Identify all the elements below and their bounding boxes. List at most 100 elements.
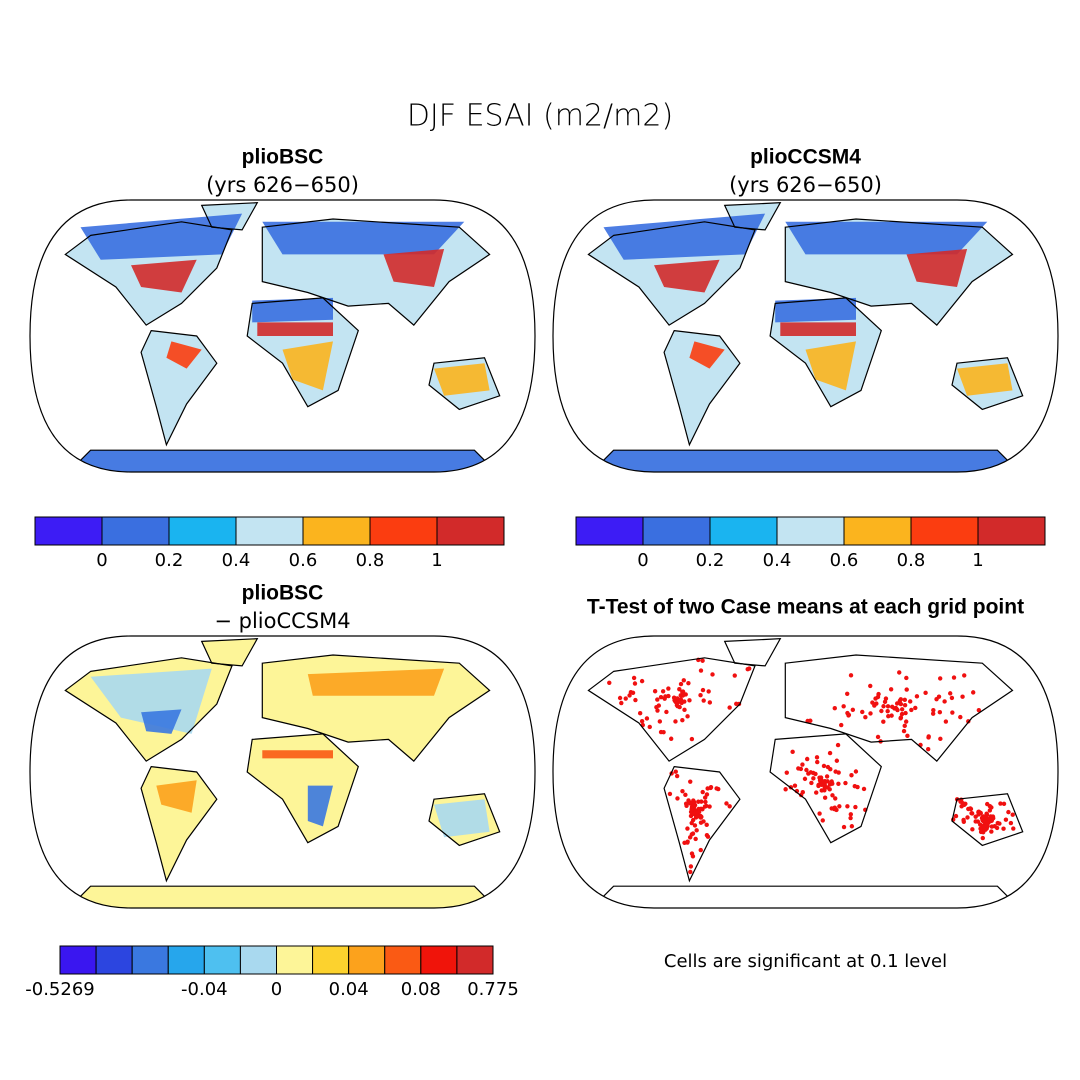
significant-cell: [836, 770, 841, 775]
significant-cell: [745, 667, 750, 672]
colorbar-label: 0: [637, 550, 648, 571]
significant-cell: [937, 676, 943, 681]
colorbar-label: 0.6: [830, 550, 859, 571]
significant-cell: [660, 689, 666, 694]
colorbar-cell: [910, 516, 979, 546]
significant-cell: [950, 710, 955, 715]
significant-cell: [943, 719, 949, 724]
significant-cell: [827, 750, 833, 756]
panel-subtitle: (yrs 626−650): [729, 173, 882, 197]
significant-cell: [784, 770, 789, 775]
colorbar-cell: [312, 945, 350, 975]
field-patch: [166, 341, 202, 369]
significant-cell: [817, 811, 822, 816]
colorbar-cell: [369, 516, 438, 546]
colorbar-cell: [575, 516, 644, 546]
significant-cell: [637, 711, 643, 716]
significant-cell: [680, 717, 685, 723]
land: [664, 330, 740, 445]
significant-cell: [714, 786, 719, 791]
significant-cell: [783, 787, 788, 792]
significant-cell: [885, 708, 890, 714]
significant-cell: [674, 773, 680, 779]
field-patch: [307, 785, 333, 827]
significant-cell: [936, 694, 942, 699]
significant-cell: [821, 763, 827, 769]
significant-cell: [682, 840, 687, 846]
colorbar-label: 0.2: [696, 550, 725, 571]
significant-cell: [814, 755, 820, 760]
colorbar-label: 0.8: [897, 550, 926, 571]
field-patch: [141, 709, 182, 734]
significant-cell: [848, 812, 854, 817]
significant-cell: [848, 815, 853, 821]
significant-cell: [948, 691, 953, 696]
significant-cell: [903, 710, 908, 716]
significant-cell: [850, 707, 856, 713]
significant-cell: [685, 826, 690, 831]
colorbar-label: 0: [96, 550, 107, 571]
significant-cell: [1011, 826, 1016, 831]
significant-cell: [909, 707, 914, 713]
significant-cell: [654, 705, 659, 710]
significant-cell: [827, 782, 833, 787]
coastline: [140, 329, 218, 447]
coastline: [769, 297, 882, 408]
significant-cell: [833, 796, 838, 801]
significant-cell: [822, 795, 828, 800]
significant-cell: [809, 780, 814, 786]
colorbar-cell: [420, 945, 458, 975]
significant-cell: [926, 735, 931, 740]
significant-cell: [976, 707, 982, 713]
coastline: [64, 221, 233, 326]
colorbar-cell: [101, 516, 170, 546]
significant-cell: [623, 696, 628, 701]
field-patch: [262, 221, 465, 255]
significant-cell: [727, 705, 732, 710]
coastline: [951, 357, 1024, 411]
significant-cell: [700, 658, 705, 663]
significant-cell: [965, 815, 970, 820]
map-outline: [29, 199, 536, 473]
significant-cell: [863, 715, 868, 720]
significant-cell: [658, 694, 664, 700]
colorbar-cell: [436, 516, 505, 546]
significant-cell: [931, 707, 936, 713]
significant-cell: [811, 776, 816, 781]
map-outline: [29, 635, 536, 909]
colorbar-label: 0.2: [155, 550, 184, 571]
significant-cell: [685, 714, 690, 719]
coastline: [784, 218, 1014, 326]
significant-cell: [886, 714, 891, 719]
coastline: [261, 654, 491, 762]
coastline: [53, 449, 512, 472]
significant-cell: [898, 697, 904, 702]
significant-cell: [966, 806, 971, 812]
field-patch: [785, 221, 988, 255]
panel-note: Cells are significant at 0.1 level: [664, 951, 947, 972]
significant-cell: [804, 756, 810, 762]
significant-cell: [800, 762, 805, 767]
field-patch: [578, 450, 1033, 472]
significant-cell: [704, 832, 710, 838]
significant-cell: [1006, 809, 1011, 815]
significant-cell: [678, 681, 684, 687]
land: [247, 733, 359, 843]
significant-cell: [989, 829, 994, 834]
significant-cell: [1010, 812, 1015, 817]
significant-cell: [814, 790, 819, 795]
significant-cell: [699, 814, 704, 820]
significant-cell: [832, 806, 837, 812]
land: [55, 886, 510, 908]
colorbar-cell: [235, 516, 304, 546]
colorbar-label: 0.08: [401, 979, 441, 1000]
significant-cell: [681, 678, 686, 683]
significant-cell: [897, 670, 902, 675]
significant-cell: [949, 695, 955, 701]
significant-cell: [824, 774, 830, 779]
coastline: [587, 221, 756, 326]
significant-cell: [820, 779, 826, 784]
significant-cell: [700, 789, 705, 795]
significant-cell: [682, 707, 687, 713]
significant-cell: [686, 680, 691, 686]
